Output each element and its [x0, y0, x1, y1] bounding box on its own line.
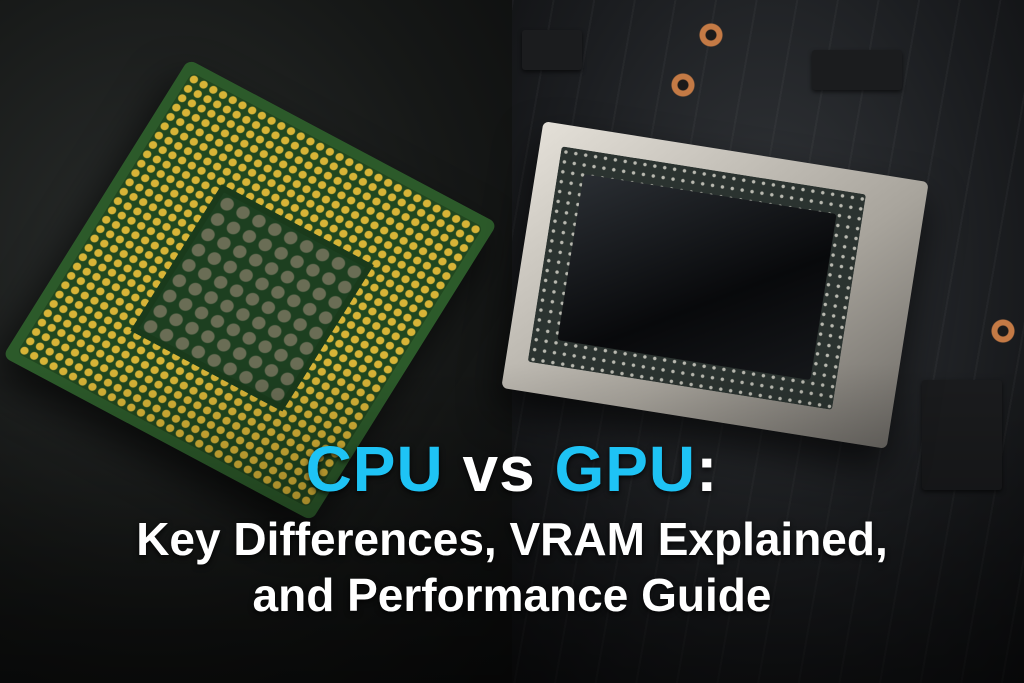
- headline-line-2: Key Differences, VRAM Explained,: [136, 513, 888, 565]
- headline-vs: vs: [462, 433, 536, 505]
- headline-gpu: GPU: [554, 433, 697, 505]
- pcb-pad: [670, 72, 696, 98]
- text-shade: [0, 363, 1024, 683]
- headline-line-1: CPU vs GPU:: [0, 432, 1024, 506]
- headline-cpu: CPU: [305, 433, 444, 505]
- headline-line-3: and Performance Guide: [252, 569, 772, 621]
- pcb-component: [522, 30, 582, 70]
- headline-colon: :: [696, 433, 719, 505]
- pcb-pad: [990, 318, 1016, 344]
- gpu-die: [557, 174, 837, 381]
- pcb-component: [812, 50, 902, 90]
- pcb-pad: [698, 22, 724, 48]
